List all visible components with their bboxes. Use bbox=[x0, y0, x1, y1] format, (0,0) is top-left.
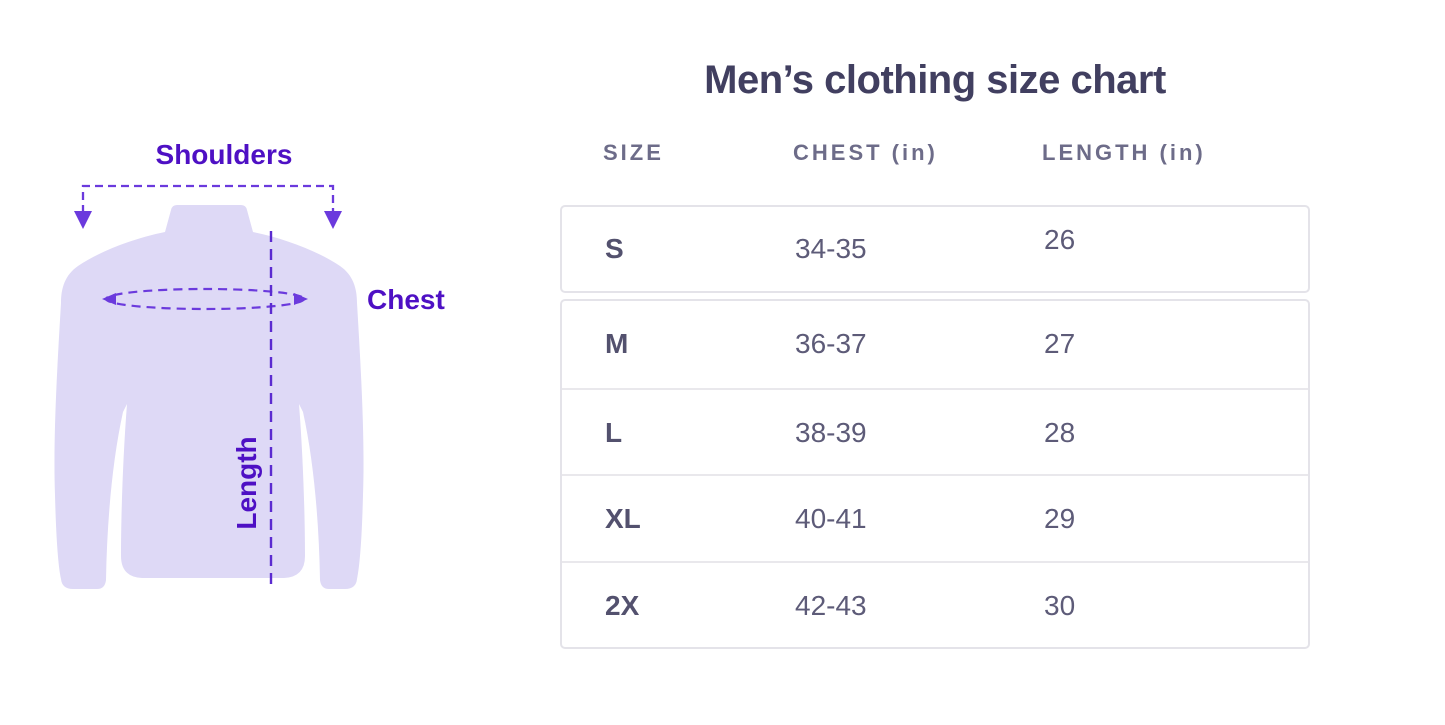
chest-cell: 36-37 bbox=[795, 328, 867, 360]
table-row: XL 40-41 29 bbox=[562, 474, 1308, 563]
chest-arrow-right-icon bbox=[294, 293, 308, 305]
length-cell: 28 bbox=[1044, 416, 1076, 448]
shoulders-arrow-right-icon bbox=[324, 211, 342, 229]
shoulders-arrow-left-icon bbox=[74, 211, 92, 229]
chest-cell: 40-41 bbox=[795, 503, 867, 535]
table-row: 2X 42-43 30 bbox=[562, 560, 1308, 650]
chest-cell: 38-39 bbox=[795, 416, 867, 448]
size-cell: M bbox=[605, 328, 629, 360]
chest-label: Chest bbox=[367, 284, 445, 315]
shirt-illustration bbox=[54, 184, 364, 589]
length-label: Length bbox=[231, 436, 262, 530]
table-row: L 38-39 28 bbox=[562, 387, 1308, 477]
column-header-chest: CHEST (in) bbox=[793, 140, 938, 165]
page-title: Men’s clothing size chart bbox=[704, 58, 1166, 102]
table-row: M 36-37 27 bbox=[562, 301, 1308, 388]
chest-cell: 42-43 bbox=[795, 589, 867, 621]
table-row: S 34-35 26 bbox=[562, 207, 1308, 291]
chest-cell: 34-35 bbox=[795, 233, 867, 264]
table-card-bottom: M 36-37 27 L 38-39 28 XL 40-41 29 2X 42-… bbox=[560, 299, 1310, 649]
shoulders-measure-line bbox=[81, 184, 335, 213]
length-cell: 29 bbox=[1044, 503, 1076, 535]
length-cell: 26 bbox=[1044, 224, 1076, 255]
size-cell: L bbox=[605, 416, 623, 448]
length-cell: 30 bbox=[1044, 589, 1076, 621]
table-header-row: SIZE CHEST (in) LENGTH (in) bbox=[560, 139, 1353, 167]
shoulders-label: Shoulders bbox=[155, 139, 293, 170]
size-cell: XL bbox=[605, 503, 641, 535]
column-header-length: LENGTH (in) bbox=[1042, 140, 1206, 165]
chest-arrow-left-icon bbox=[102, 293, 116, 305]
size-cell: S bbox=[605, 233, 624, 264]
table-card-top: S 34-35 26 bbox=[560, 205, 1310, 293]
length-cell: 27 bbox=[1044, 328, 1076, 360]
shirt-shape bbox=[54, 205, 364, 589]
size-cell: 2X bbox=[605, 589, 640, 621]
column-header-size: SIZE bbox=[603, 140, 664, 165]
